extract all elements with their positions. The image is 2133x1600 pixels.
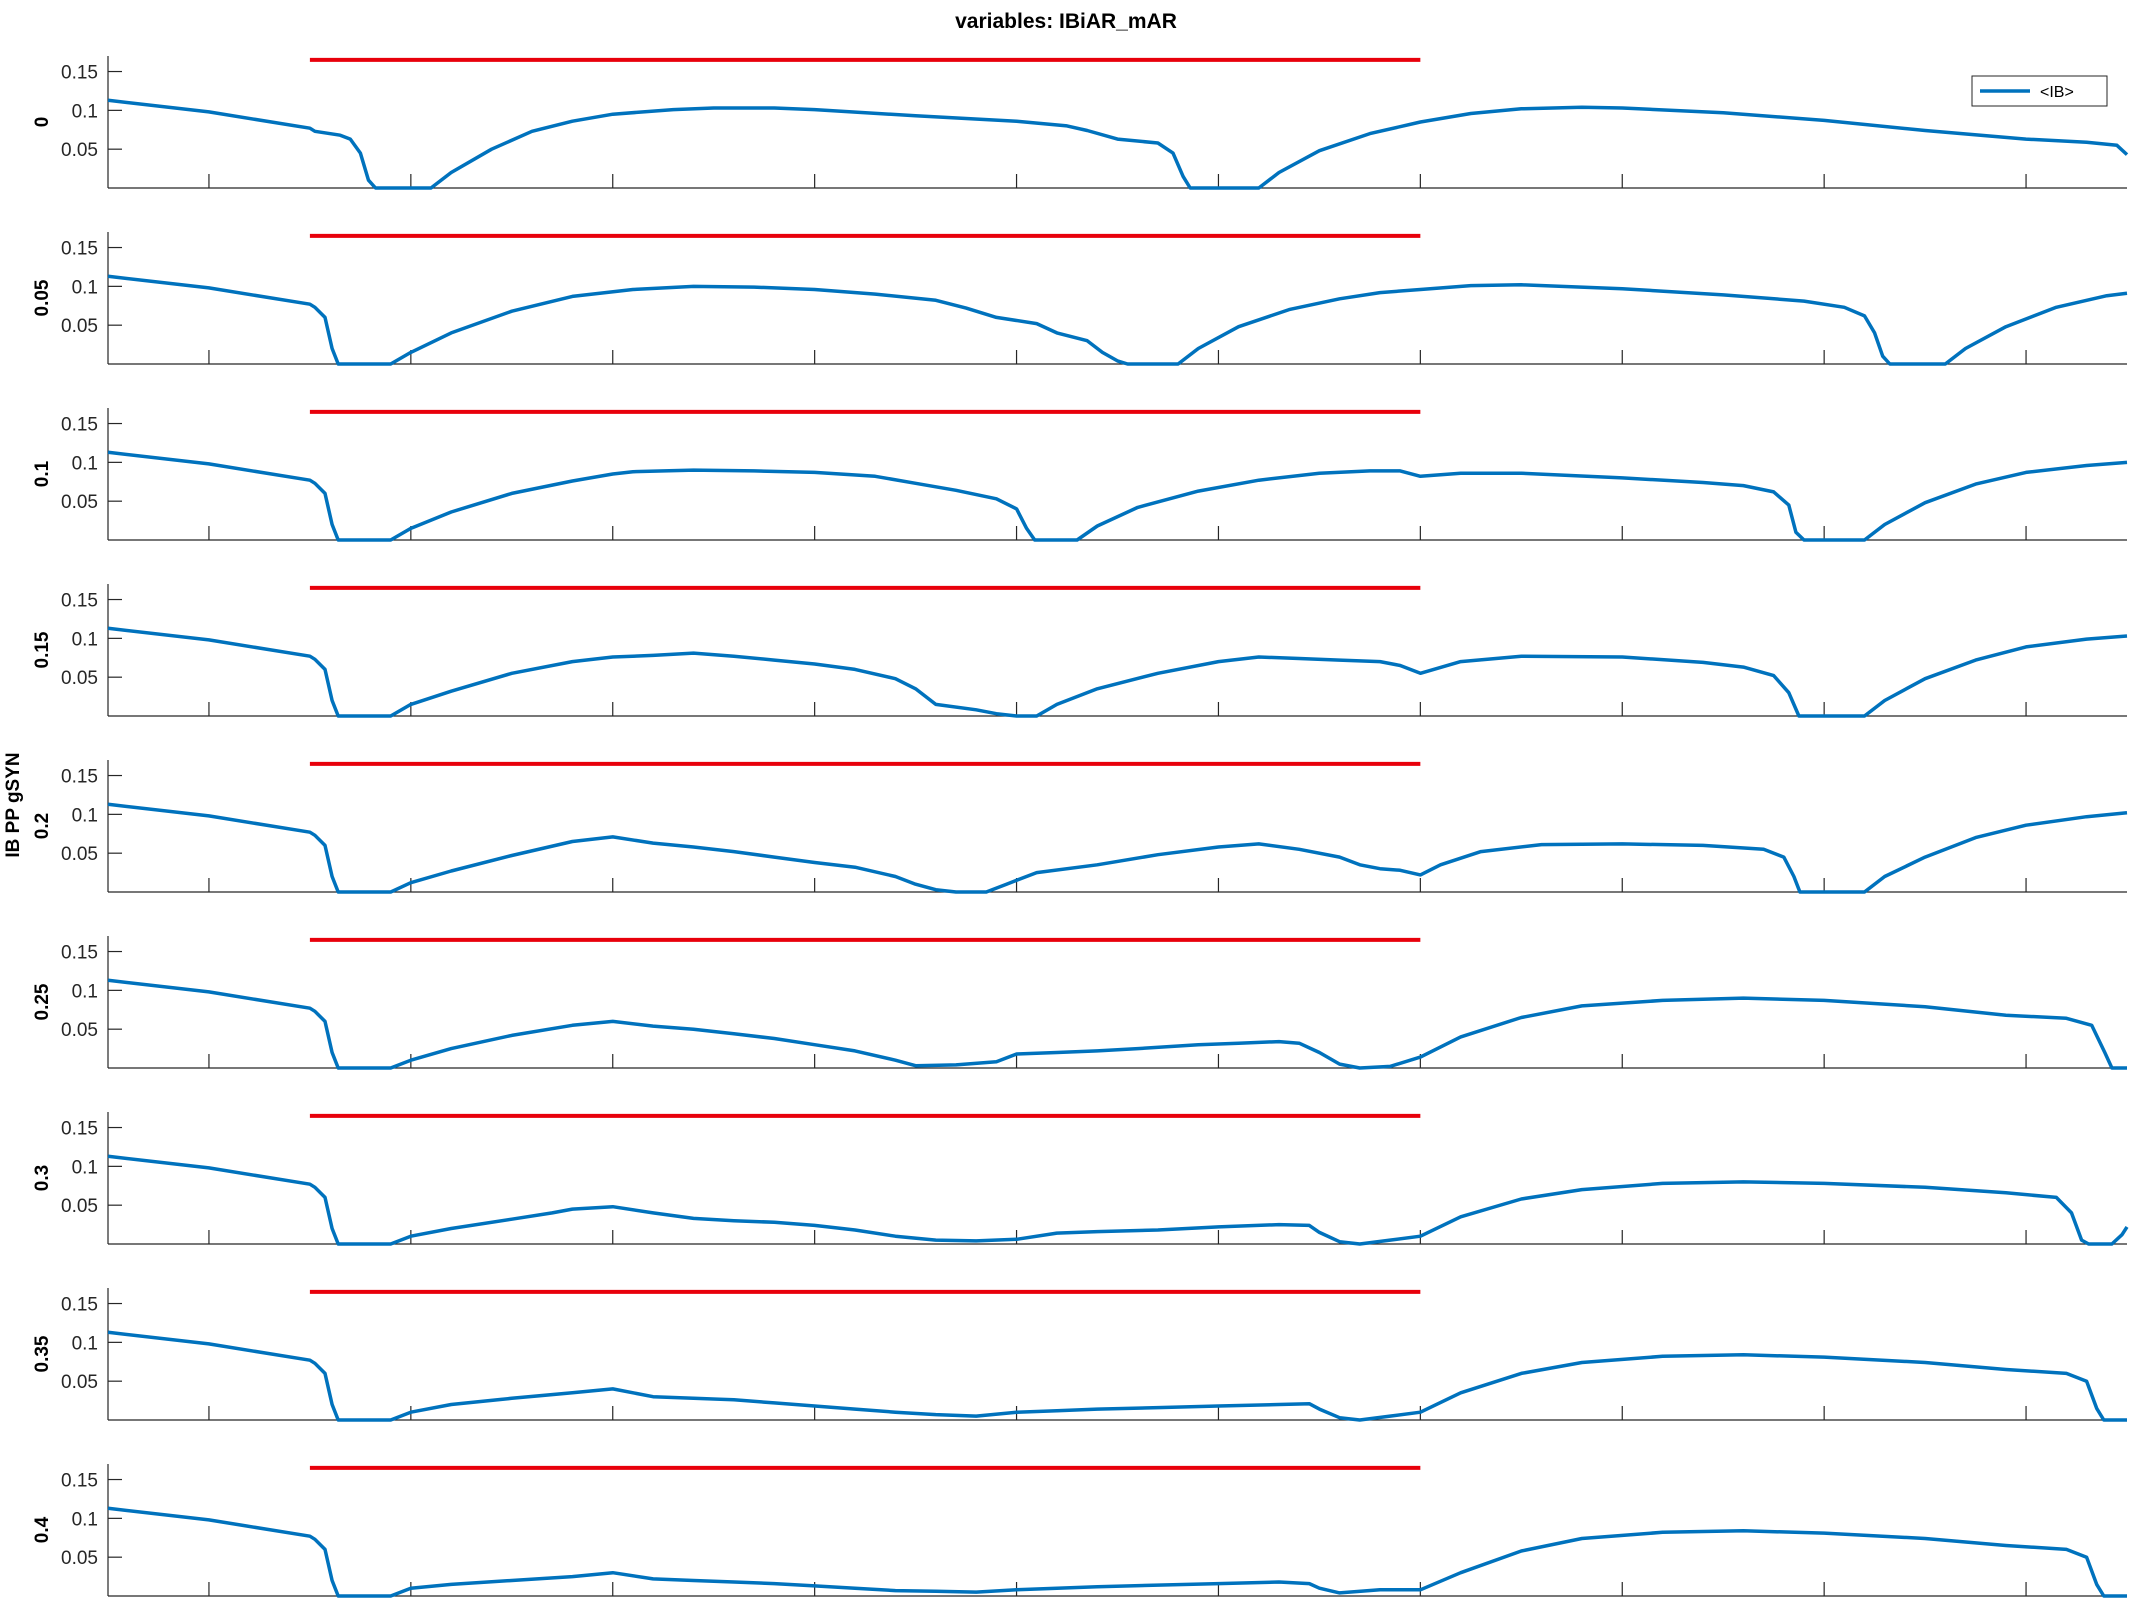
y-tick-label: 0.1 [72, 981, 98, 1002]
figure-title: variables: IBiAR_mAR [955, 10, 1177, 33]
panel-0: 0.05 0.1 0.15 0 <IB> [32, 56, 2129, 190]
y-tick-label: 0.1 [72, 101, 98, 122]
y-tick-label: 0.15 [61, 943, 98, 964]
panel-3: 0.05 0.1 0.15 0.15 [32, 584, 2128, 718]
y-tick-label: 0.05 [61, 668, 98, 689]
legend-label: <IB> [2040, 84, 2074, 101]
y-tick-label: 0.15 [61, 1471, 98, 1492]
y-tick-label: 0.05 [61, 1548, 98, 1569]
panel-8: 0.050.10.1540060080010001200140016001800… [32, 1464, 2127, 1598]
series-line [107, 450, 2128, 542]
series-line [107, 626, 2128, 718]
series-line [107, 1154, 2129, 1246]
panel-label: 0.2 [32, 813, 53, 839]
panel-label: 0.05 [32, 279, 53, 316]
panels: 0.050.10.150<IB>0.050.10.150.050.050.10.… [32, 56, 2129, 1598]
y-tick-label: 0.05 [61, 844, 98, 865]
series-line [107, 978, 2127, 1070]
series-line [107, 98, 2129, 190]
panel-2: 0.05 0.1 0.15 0.1 [32, 408, 2128, 542]
panel-4: 0.05 0.1 0.15 0.2 [32, 760, 2128, 894]
panel-label: 0.15 [32, 631, 53, 668]
y-tick-label: 0.1 [72, 1157, 98, 1178]
y-tick-label: 0.05 [61, 1020, 98, 1041]
series-line [107, 1506, 2127, 1598]
panel-label: 0.35 [32, 1335, 53, 1372]
y-tick-label: 0.05 [61, 492, 98, 513]
y-tick-label: 0.15 [61, 767, 98, 788]
y-tick-label: 0.05 [61, 1196, 98, 1217]
panel-label: 0.1 [32, 460, 53, 487]
y-tick-label: 0.15 [61, 591, 98, 612]
y-tick-label: 0.05 [61, 1372, 98, 1393]
panel-label: 0 [32, 117, 53, 128]
y-tick-label: 0.15 [61, 63, 98, 84]
legend: <IB> [1971, 75, 2108, 107]
y-tick-label: 0.1 [72, 629, 98, 650]
y-tick-label: 0.1 [72, 805, 98, 826]
panel-6: 0.05 0.1 0.15 0.3 [32, 1112, 2129, 1246]
y-tick-label: 0.1 [72, 453, 98, 474]
series-line [107, 1330, 2127, 1422]
panel-7: 0.05 0.1 0.15 0.35 [32, 1288, 2127, 1422]
y-tick-label: 0.05 [61, 140, 98, 161]
panel-1: 0.05 0.1 0.15 0.05 [32, 232, 2128, 366]
series-line [107, 274, 2128, 366]
y-tick-label: 0.15 [61, 1119, 98, 1140]
y-tick-label: 0.05 [61, 316, 98, 337]
panel-label: 0.25 [32, 983, 53, 1020]
y-tick-label: 0.15 [61, 1295, 98, 1316]
y-tick-label: 0.1 [72, 1333, 98, 1354]
series-line [107, 802, 2128, 894]
panel-5: 0.05 0.1 0.15 0.25 [32, 936, 2127, 1070]
y-tick-label: 0.1 [72, 1509, 98, 1530]
y-tick-label: 0.15 [61, 415, 98, 436]
y-axis-label: IB PP gSYN [3, 752, 24, 857]
y-tick-label: 0.1 [72, 277, 98, 298]
y-tick-label: 0.15 [61, 239, 98, 260]
panel-label: 0.4 [32, 1516, 53, 1543]
panel-label: 0.3 [32, 1165, 53, 1191]
